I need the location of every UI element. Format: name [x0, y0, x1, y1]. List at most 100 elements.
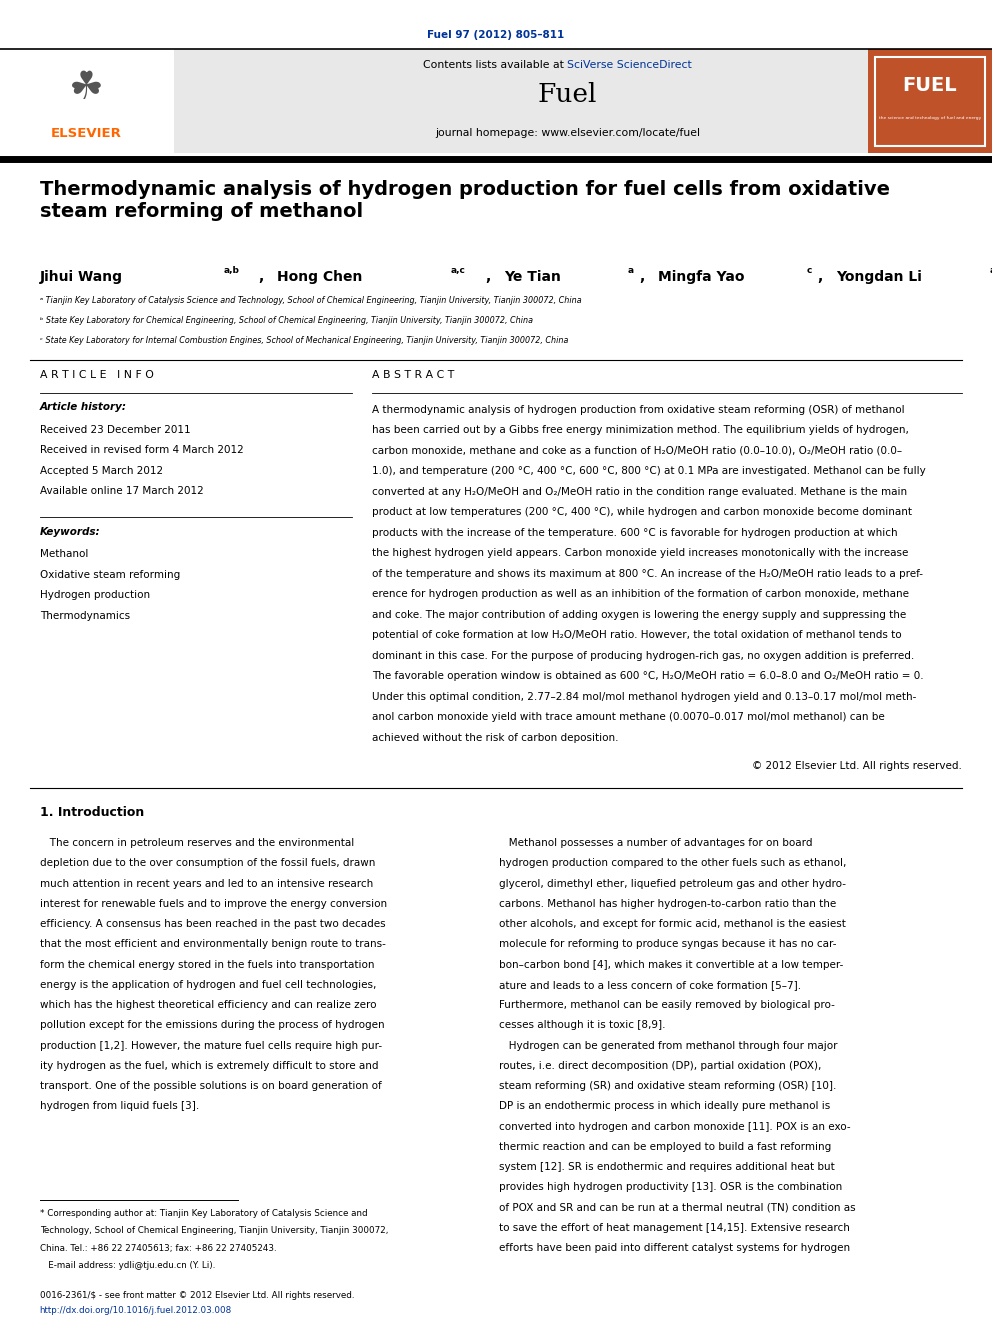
Text: interest for renewable fuels and to improve the energy conversion: interest for renewable fuels and to impr…	[40, 898, 387, 909]
Text: Thermodynamics: Thermodynamics	[40, 610, 130, 620]
Text: Mingfa Yao: Mingfa Yao	[658, 270, 744, 284]
Text: potential of coke formation at low H₂O/MeOH ratio. However, the total oxidation : potential of coke formation at low H₂O/M…	[372, 630, 902, 640]
Text: ᶜ State Key Laboratory for Internal Combustion Engines, School of Mechanical Eng: ᶜ State Key Laboratory for Internal Comb…	[40, 336, 568, 345]
Text: ᵇ State Key Laboratory for Chemical Engineering, School of Chemical Engineering,: ᵇ State Key Laboratory for Chemical Engi…	[40, 316, 533, 325]
Text: http://dx.doi.org/10.1016/j.fuel.2012.03.008: http://dx.doi.org/10.1016/j.fuel.2012.03…	[40, 1306, 232, 1315]
Text: steam reforming (SR) and oxidative steam reforming (OSR) [10].: steam reforming (SR) and oxidative steam…	[499, 1081, 836, 1091]
Text: 1.0), and temperature (200 °C, 400 °C, 600 °C, 800 °C) at 0.1 MPa are investigat: 1.0), and temperature (200 °C, 400 °C, 6…	[372, 466, 926, 476]
Text: routes, i.e. direct decomposition (DP), partial oxidation (POX),: routes, i.e. direct decomposition (DP), …	[499, 1061, 821, 1070]
Text: and coke. The major contribution of adding oxygen is lowering the energy supply : and coke. The major contribution of addi…	[372, 610, 907, 620]
Text: hydrogen from liquid fuels [3].: hydrogen from liquid fuels [3].	[40, 1101, 199, 1111]
Text: E-mail address: ydli@tju.edu.cn (Y. Li).: E-mail address: ydli@tju.edu.cn (Y. Li).	[40, 1261, 215, 1270]
Text: a,b,*: a,b,*	[990, 266, 992, 275]
Text: ,: ,	[818, 270, 828, 284]
Text: carbons. Methanol has higher hydrogen-to-carbon ratio than the: carbons. Methanol has higher hydrogen-to…	[499, 898, 836, 909]
Text: ,: ,	[486, 270, 496, 284]
Text: DP is an endothermic process in which ideally pure methanol is: DP is an endothermic process in which id…	[499, 1101, 830, 1111]
Text: the highest hydrogen yield appears. Carbon monoxide yield increases monotonicall: the highest hydrogen yield appears. Carb…	[372, 548, 909, 558]
Text: a: a	[628, 266, 634, 275]
Text: Available online 17 March 2012: Available online 17 March 2012	[40, 486, 203, 496]
Bar	[0, 49, 992, 153]
Text: Methanol possesses a number of advantages for on board: Methanol possesses a number of advantage…	[499, 837, 812, 848]
Text: depletion due to the over consumption of the fossil fuels, drawn: depletion due to the over consumption of…	[40, 859, 375, 868]
Text: ELSEVIER: ELSEVIER	[51, 127, 122, 140]
Text: anol carbon monoxide yield with trace amount methane (0.0070–0.017 mol/mol metha: anol carbon monoxide yield with trace am…	[372, 712, 885, 722]
Text: transport. One of the possible solutions is on board generation of: transport. One of the possible solutions…	[40, 1081, 382, 1091]
Text: which has the highest theoretical efficiency and can realize zero: which has the highest theoretical effici…	[40, 1000, 376, 1009]
Text: of POX and SR and can be run at a thermal neutral (TN) condition as: of POX and SR and can be run at a therma…	[499, 1203, 856, 1212]
Text: Methanol: Methanol	[40, 549, 88, 560]
Text: Furthermore, methanol can be easily removed by biological pro-: Furthermore, methanol can be easily remo…	[499, 1000, 835, 1009]
Text: of the temperature and shows its maximum at 800 °C. An increase of the H₂O/MeOH : of the temperature and shows its maximum…	[372, 569, 923, 579]
Text: Under this optimal condition, 2.77–2.84 mol/mol methanol hydrogen yield and 0.13: Under this optimal condition, 2.77–2.84 …	[372, 692, 917, 703]
Text: * Corresponding author at: Tianjin Key Laboratory of Catalysis Science and: * Corresponding author at: Tianjin Key L…	[40, 1209, 367, 1218]
Text: © 2012 Elsevier Ltd. All rights reserved.: © 2012 Elsevier Ltd. All rights reserved…	[752, 761, 962, 771]
Text: China. Tel.: +86 22 27405613; fax: +86 22 27405243.: China. Tel.: +86 22 27405613; fax: +86 2…	[40, 1244, 277, 1253]
Text: dominant in this case. For the purpose of producing hydrogen-rich gas, no oxygen: dominant in this case. For the purpose o…	[372, 651, 915, 662]
Text: journal homepage: www.elsevier.com/locate/fuel: journal homepage: www.elsevier.com/locat…	[434, 127, 700, 138]
Bar	[0, 49, 174, 153]
Text: c: c	[806, 266, 811, 275]
Text: Thermodynamic analysis of hydrogen production for fuel cells from oxidative
stea: Thermodynamic analysis of hydrogen produ…	[40, 180, 890, 221]
Text: Fuel: Fuel	[538, 82, 597, 107]
Text: Keywords:: Keywords:	[40, 527, 100, 537]
Text: erence for hydrogen production as well as an inhibition of the formation of carb: erence for hydrogen production as well a…	[372, 589, 909, 599]
Text: system [12]. SR is endothermic and requires additional heat but: system [12]. SR is endothermic and requi…	[499, 1162, 834, 1172]
Text: ᵃ Tianjin Key Laboratory of Catalysis Science and Technology, School of Chemical: ᵃ Tianjin Key Laboratory of Catalysis Sc…	[40, 296, 581, 306]
Text: products with the increase of the temperature. 600 °C is favorable for hydrogen : products with the increase of the temper…	[372, 528, 898, 538]
Text: pollution except for the emissions during the process of hydrogen: pollution except for the emissions durin…	[40, 1020, 384, 1031]
Text: ☘: ☘	[68, 69, 104, 107]
Text: Contents lists available at: Contents lists available at	[423, 60, 567, 70]
Text: Hydrogen can be generated from methanol through four major: Hydrogen can be generated from methanol …	[499, 1040, 837, 1050]
Text: Article history:: Article history:	[40, 402, 127, 413]
Text: cesses although it is toxic [8,9].: cesses although it is toxic [8,9].	[499, 1020, 666, 1031]
Text: product at low temperatures (200 °C, 400 °C), while hydrogen and carbon monoxide: product at low temperatures (200 °C, 400…	[372, 507, 912, 517]
Text: Received in revised form 4 March 2012: Received in revised form 4 March 2012	[40, 445, 243, 455]
Text: Received 23 December 2011: Received 23 December 2011	[40, 425, 190, 435]
Bar	[875, 57, 985, 146]
Text: carbon monoxide, methane and coke as a function of H₂O/MeOH ratio (0.0–10.0), O₂: carbon monoxide, methane and coke as a f…	[372, 446, 902, 456]
Text: ature and leads to a less concern of coke formation [5–7].: ature and leads to a less concern of cok…	[499, 980, 802, 990]
Text: SciVerse ScienceDirect: SciVerse ScienceDirect	[567, 60, 692, 70]
Text: 0016-2361/$ - see front matter © 2012 Elsevier Ltd. All rights reserved.: 0016-2361/$ - see front matter © 2012 El…	[40, 1291, 354, 1301]
Text: bon–carbon bond [4], which makes it convertible at a low temper-: bon–carbon bond [4], which makes it conv…	[499, 959, 843, 970]
Text: converted into hydrogen and carbon monoxide [11]. POX is an exo-: converted into hydrogen and carbon monox…	[499, 1122, 850, 1131]
Text: efforts have been paid into different catalyst systems for hydrogen: efforts have been paid into different ca…	[499, 1242, 850, 1253]
Text: efficiency. A consensus has been reached in the past two decades: efficiency. A consensus has been reached…	[40, 919, 385, 929]
Text: has been carried out by a Gibbs free energy minimization method. The equilibrium: has been carried out by a Gibbs free ene…	[372, 426, 909, 435]
Text: to save the effort of heat management [14,15]. Extensive research: to save the effort of heat management [1…	[499, 1222, 850, 1233]
Text: other alcohols, and except for formic acid, methanol is the easiest: other alcohols, and except for formic ac…	[499, 919, 846, 929]
Text: molecule for reforming to produce syngas because it has no car-: molecule for reforming to produce syngas…	[499, 939, 836, 950]
Bar	[868, 49, 992, 153]
Text: Hydrogen production: Hydrogen production	[40, 590, 150, 601]
Text: Technology, School of Chemical Engineering, Tianjin University, Tianjin 300072,: Technology, School of Chemical Engineeri…	[40, 1226, 388, 1236]
Text: ,: ,	[640, 270, 650, 284]
Text: ,: ,	[259, 270, 269, 284]
Text: achieved without the risk of carbon deposition.: achieved without the risk of carbon depo…	[372, 733, 618, 744]
Text: A R T I C L E   I N F O: A R T I C L E I N F O	[40, 370, 154, 381]
Text: Oxidative steam reforming: Oxidative steam reforming	[40, 569, 180, 579]
Text: The concern in petroleum reserves and the environmental: The concern in petroleum reserves and th…	[40, 837, 354, 848]
Text: Hong Chen: Hong Chen	[277, 270, 362, 284]
Text: ity hydrogen as the fuel, which is extremely difficult to store and: ity hydrogen as the fuel, which is extre…	[40, 1061, 378, 1070]
Text: 1. Introduction: 1. Introduction	[40, 806, 144, 819]
Text: FUEL: FUEL	[903, 75, 957, 95]
Text: energy is the application of hydrogen and fuel cell technologies,: energy is the application of hydrogen an…	[40, 980, 376, 990]
Text: the science and technology of fuel and energy: the science and technology of fuel and e…	[879, 116, 981, 120]
Text: that the most efficient and environmentally benign route to trans-: that the most efficient and environmenta…	[40, 939, 386, 950]
Text: glycerol, dimethyl ether, liquefied petroleum gas and other hydro-: glycerol, dimethyl ether, liquefied petr…	[499, 878, 846, 889]
Text: a,b: a,b	[223, 266, 239, 275]
Text: hydrogen production compared to the other fuels such as ethanol,: hydrogen production compared to the othe…	[499, 859, 846, 868]
Text: thermic reaction and can be employed to build a fast reforming: thermic reaction and can be employed to …	[499, 1142, 831, 1152]
Text: form the chemical energy stored in the fuels into transportation: form the chemical energy stored in the f…	[40, 959, 374, 970]
Text: Accepted 5 March 2012: Accepted 5 March 2012	[40, 466, 163, 476]
Text: Yongdan Li: Yongdan Li	[836, 270, 923, 284]
Text: Ye Tian: Ye Tian	[504, 270, 560, 284]
Text: a,c: a,c	[450, 266, 465, 275]
Text: converted at any H₂O/MeOH and O₂/MeOH ratio in the condition range evaluated. Me: converted at any H₂O/MeOH and O₂/MeOH ra…	[372, 487, 907, 497]
Text: much attention in recent years and led to an intensive research: much attention in recent years and led t…	[40, 878, 373, 889]
Text: Fuel 97 (2012) 805–811: Fuel 97 (2012) 805–811	[428, 30, 564, 41]
Text: A B S T R A C T: A B S T R A C T	[372, 370, 454, 381]
Text: Jihui Wang: Jihui Wang	[40, 270, 123, 284]
Text: provides high hydrogen productivity [13]. OSR is the combination: provides high hydrogen productivity [13]…	[499, 1183, 842, 1192]
